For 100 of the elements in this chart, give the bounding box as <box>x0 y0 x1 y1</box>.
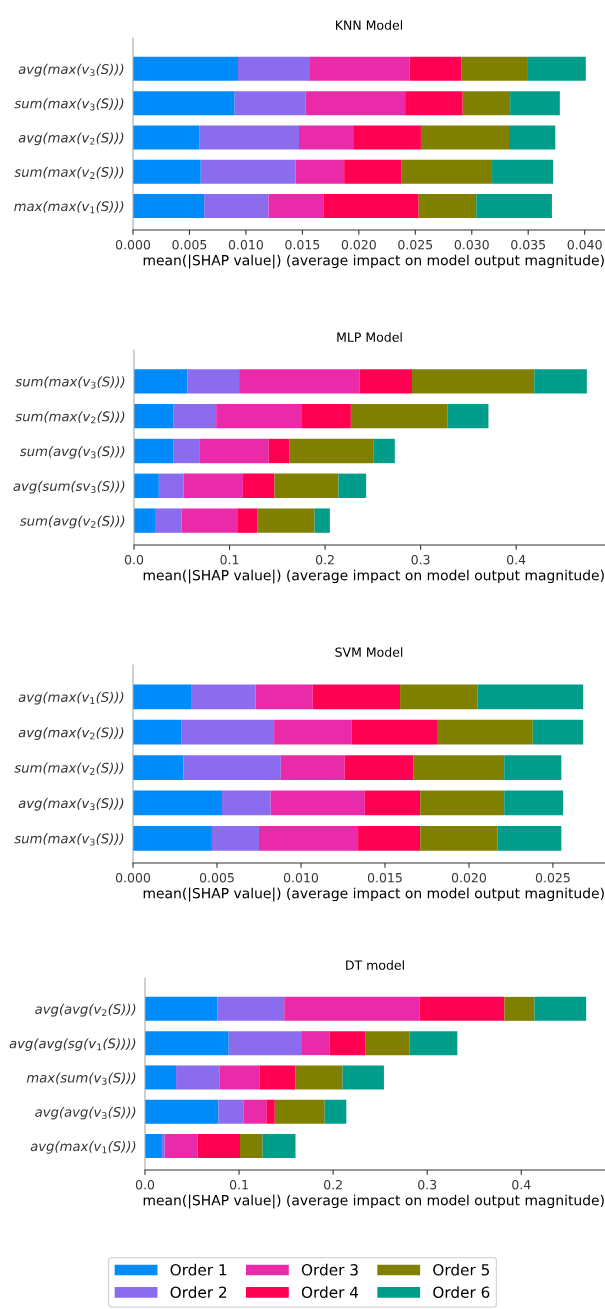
bar <box>305 91 406 116</box>
bar <box>420 825 498 851</box>
bar <box>338 473 367 498</box>
bar <box>255 684 313 710</box>
bar <box>239 369 360 394</box>
bar <box>409 1031 458 1056</box>
bar <box>133 755 184 780</box>
bar <box>358 825 421 851</box>
x-tick-label: 0.000 <box>115 872 151 883</box>
y-tick-label: avg(max(v$_{3}$(S))) <box>18 797 124 811</box>
legend-label: Order 3 <box>301 1263 358 1276</box>
y-tick-label: sum(max(v$_{3}$(S))) <box>14 98 124 111</box>
bar <box>228 1031 302 1056</box>
bar <box>181 719 275 745</box>
bar <box>420 790 505 816</box>
bar <box>155 508 182 533</box>
bar <box>234 91 306 116</box>
bar <box>181 508 238 533</box>
bar <box>217 996 285 1021</box>
bar <box>204 194 269 218</box>
bar <box>284 996 420 1021</box>
bar <box>344 159 402 184</box>
x-axis-title: mean(|SHAP value|) (average impact on model output magnitude) <box>143 254 604 269</box>
bar <box>183 755 281 780</box>
bar <box>211 825 259 851</box>
x-tick-label: 0.020 <box>451 872 487 883</box>
bar <box>344 755 414 780</box>
bar <box>409 56 462 81</box>
y-tick-label: avg(max(v$_{1}$(S))) <box>30 1140 136 1154</box>
bar <box>462 91 511 116</box>
bar <box>365 1031 410 1056</box>
bar <box>364 790 421 816</box>
y-tick-label: avg(sum(sv$_{3}$(S))) <box>13 480 125 494</box>
x-tick-label: 0.0 <box>135 1179 155 1190</box>
bar <box>504 755 562 780</box>
bar <box>351 719 438 745</box>
x-tick-label: 0.3 <box>411 554 430 565</box>
bar <box>134 403 174 429</box>
bar <box>268 438 290 464</box>
bar <box>145 1031 229 1056</box>
bar <box>295 1065 343 1090</box>
bar <box>176 1065 220 1090</box>
bar <box>527 56 586 81</box>
bar <box>161 1134 165 1158</box>
bar <box>534 996 587 1021</box>
bar <box>158 473 184 498</box>
bar <box>133 56 239 81</box>
x-tick-label: 0.2 <box>324 1179 342 1190</box>
bar <box>461 56 528 81</box>
chart-title: SVM Model <box>335 647 403 657</box>
bar <box>242 473 275 498</box>
bar <box>312 684 401 710</box>
bar <box>199 438 269 464</box>
bar <box>183 473 243 498</box>
x-tick-label: 0.1 <box>220 554 239 565</box>
bar <box>218 1099 244 1124</box>
y-tick-label: sum(max(v$_{2}$(S))) <box>14 166 124 179</box>
bar <box>270 790 365 816</box>
bar <box>200 159 296 184</box>
bar <box>274 1099 325 1124</box>
x-tick-label: 0.000 <box>115 239 151 250</box>
bar <box>532 719 584 745</box>
x-tick-label: 0.015 <box>367 872 402 883</box>
bar <box>268 194 324 218</box>
bar <box>401 159 493 184</box>
bar <box>199 125 299 150</box>
x-tick-label: 0.030 <box>454 239 489 250</box>
x-tick-label: 0.025 <box>398 239 433 250</box>
bar <box>237 508 258 533</box>
x-tick-label: 0.4 <box>512 1179 531 1190</box>
x-tick-label: 0.1 <box>229 1179 248 1190</box>
x-tick-label: 0.005 <box>199 872 234 883</box>
bar <box>477 684 584 710</box>
bar <box>262 1134 296 1158</box>
bar <box>314 508 330 533</box>
bar <box>504 996 535 1021</box>
y-tick-label: avg(max(v$_{1}$(S))) <box>18 691 124 705</box>
bar <box>280 755 345 780</box>
legend-label: Order 6 <box>433 1286 490 1298</box>
bar <box>145 1099 219 1124</box>
bar <box>134 508 156 533</box>
x-tick-label: 0.010 <box>283 872 319 883</box>
x-axis-title: mean(|SHAP value|) (average impact on model output magnitude) <box>143 887 604 902</box>
bar <box>133 194 205 218</box>
bar <box>134 369 188 394</box>
x-tick-label: 0.025 <box>535 872 570 883</box>
bar <box>301 403 351 429</box>
bar <box>133 91 235 116</box>
x-tick-label: 0.035 <box>511 239 546 250</box>
bar <box>197 1134 241 1158</box>
bar <box>216 403 302 429</box>
bar <box>504 790 564 816</box>
bar <box>145 996 218 1021</box>
bar <box>359 369 413 394</box>
bar <box>323 194 419 218</box>
bar <box>133 790 223 816</box>
chart-title: MLP Model <box>337 332 402 342</box>
bar <box>274 473 339 498</box>
y-tick-label: avg(max(v$_{3}$(S))) <box>18 63 124 77</box>
bar <box>133 825 212 851</box>
